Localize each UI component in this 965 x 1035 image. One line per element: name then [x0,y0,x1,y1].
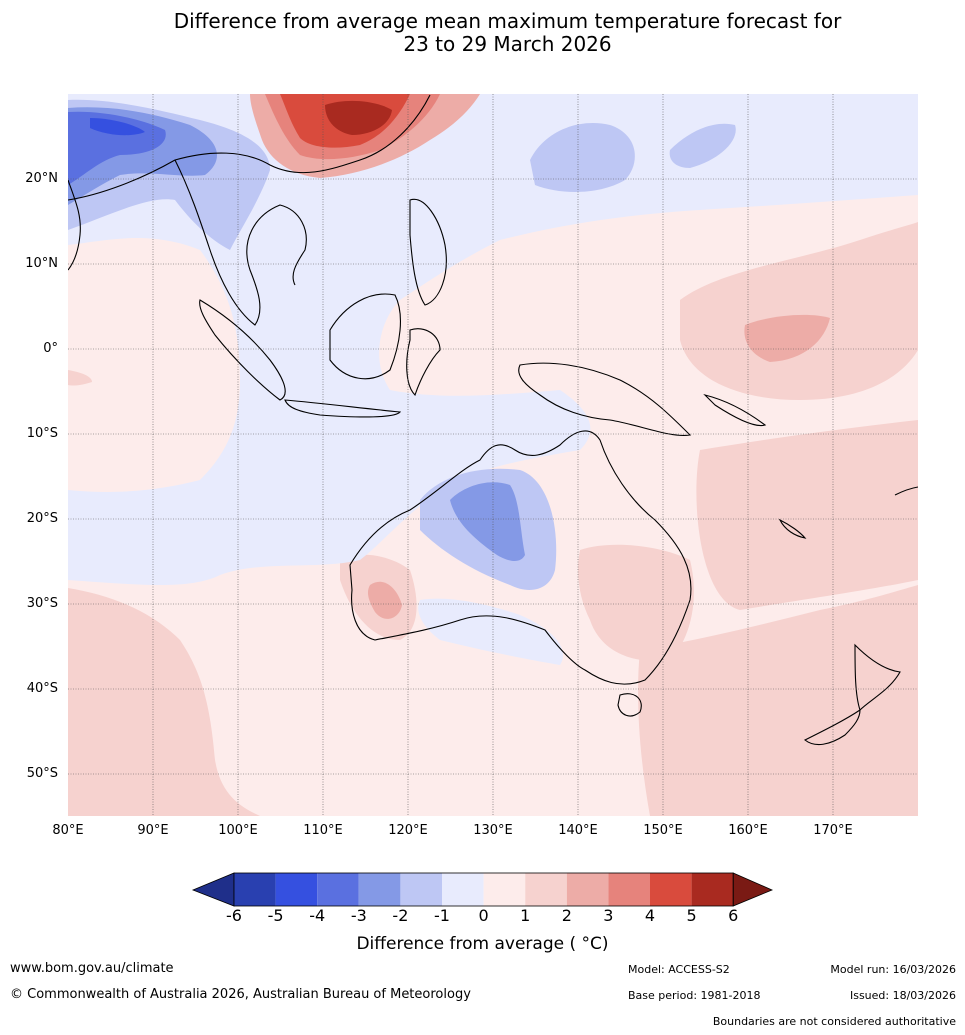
colorbar-swatch [691,873,734,906]
anomaly-zone-minus3-minus2 [450,482,525,562]
lon-label: 110°E [303,823,343,838]
lat-label: 20°S [26,511,58,526]
colorbar-label: Difference from average ( °C) [356,934,609,954]
colorbar [191,872,774,907]
colorbar-tick: 0 [478,906,489,925]
anomaly-zone-2-3 [744,314,830,362]
anomaly-zone-minus1-0 [418,598,564,665]
anomaly-zone-minus2-minus1 [530,123,635,192]
lat-label: 10°N [25,256,58,271]
colorbar-tick: -2 [392,906,409,925]
disclaimer-text: Boundaries are not considered authoritat… [712,1015,956,1028]
copyright-text: © Commonwealth of Australia 2026, Austra… [10,987,471,1002]
lon-label: 140°E [558,823,598,838]
anomaly-zone-1-2 [578,544,694,661]
lat-label: 50°S [26,766,58,781]
lon-label: 130°E [473,823,513,838]
colorbar-swatch [317,873,359,906]
anomaly-zone-minus1-0 [68,94,918,585]
lon-label: 160°E [728,823,768,838]
lon-label: 100°E [218,823,258,838]
anomaly-zone-1-2 [696,420,918,610]
model-run-text: Model run: 16/03/2026 [830,963,956,976]
colorbar-swatch [566,873,609,906]
colorbar-swatch [442,873,484,906]
title-line-1: Difference from average mean maximum tem… [173,9,842,33]
colorbar-swatch [275,873,318,906]
colorbar-swatch [483,873,526,906]
issued-text: Issued: 18/03/2026 [849,989,956,1002]
lon-label: 150°E [643,823,683,838]
lon-label: 120°E [388,823,428,838]
colorbar-swatch [525,873,567,906]
colorbar-tick: -1 [434,906,450,925]
colorbar-tick: -5 [267,906,284,925]
model-text: Model: ACCESS-S2 [628,963,730,976]
anomaly-zone-5-6 [325,100,392,135]
colorbar-swatch [358,873,401,906]
anomaly-zone-minus2-minus1 [669,123,736,168]
anomaly-zone-1-2 [68,370,92,386]
colorbar-swatch [400,873,442,906]
graticule [68,94,918,816]
lon-label: 80°E [52,823,84,838]
coastlines [68,94,918,746]
lat-label: 30°S [26,596,58,611]
colorbar-tick: -4 [309,906,326,925]
anomaly-zone-1-2 [68,588,260,816]
colorbar-swatch [608,873,650,906]
colorbar-swatch-gt-6 [732,872,774,907]
lat-label: 10°S [26,426,58,441]
lon-label: 170°E [813,823,853,838]
colorbar-tick: 3 [603,906,614,925]
title-line-2: 23 to 29 March 2026 [403,32,612,56]
colorbar-swatch-lt-minus6 [191,872,235,907]
colorbar-tick: -3 [350,906,367,925]
lat-label: 40°S [26,681,58,696]
anomaly-zone-2-3 [367,581,402,619]
colorbar-tick: 1 [520,906,531,925]
colorbar-tick: 6 [728,906,739,925]
anomaly-zone-minus5-minus4 [90,118,145,136]
colorbar-tick: 2 [561,906,572,925]
colorbar-tick: 5 [686,906,697,925]
map-plot-area [68,94,918,816]
lat-label: 20°N [25,171,58,186]
colorbar-tick: -6 [226,906,242,925]
lon-label: 90°E [137,823,169,838]
lat-label: 0° [43,341,58,356]
anomaly-zone-1-2 [638,585,918,816]
colorbar-swatch [234,873,276,906]
base-period-text: Base period: 1981-2018 [628,989,761,1002]
colorbar-swatch [650,873,692,906]
colorbar-tick: 4 [644,906,656,925]
map-title: Difference from average mean maximum tem… [0,10,965,56]
anomaly-zone-1-2 [680,222,918,400]
website-link[interactable]: www.bom.gov.au/climate [10,961,174,976]
